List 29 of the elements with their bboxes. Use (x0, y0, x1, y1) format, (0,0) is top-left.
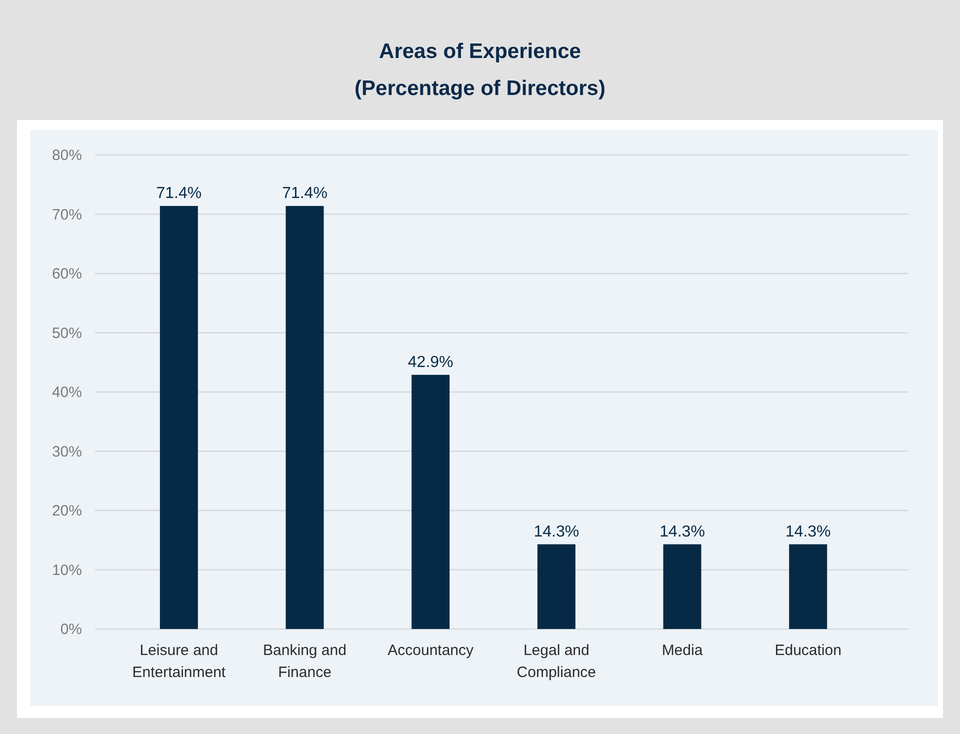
bar (789, 544, 828, 629)
bar (537, 544, 576, 629)
x-tick-label: Legal and Compliance (516, 642, 596, 681)
data-label: 14.3% (660, 523, 705, 540)
x-tick-label: Leisure and Entertainment (132, 642, 226, 681)
y-tick-label: 50% (52, 324, 82, 342)
y-tick-label: 20% (52, 502, 82, 520)
y-tick-label: 40% (52, 384, 82, 401)
x-tick-label: Media (662, 642, 704, 659)
data-label: 14.3% (534, 523, 580, 540)
bar (160, 206, 198, 629)
chart-subtitle: (Percentage of Directors) (354, 77, 606, 100)
bar (663, 544, 702, 629)
x-tick-label: Education (774, 642, 842, 659)
x-tick-label: Accountancy (388, 642, 474, 659)
data-label: 42.9% (408, 354, 454, 371)
y-tick-label: 60% (52, 266, 82, 282)
bar (286, 206, 324, 629)
data-label: 14.3% (785, 523, 831, 540)
x-tick-label: Banking and Finance (263, 642, 346, 681)
y-tick-label: 30% (52, 443, 82, 460)
y-tick-label: 10% (52, 562, 82, 579)
y-tick-label: 0% (60, 621, 82, 638)
y-tick-label: 70% (52, 206, 82, 224)
bar (412, 374, 450, 629)
data-label: 71.4% (156, 184, 202, 202)
y-tick-label: 80% (52, 147, 82, 164)
data-label: 71.4% (282, 184, 328, 202)
chart-title: Areas of Experience (379, 40, 581, 63)
